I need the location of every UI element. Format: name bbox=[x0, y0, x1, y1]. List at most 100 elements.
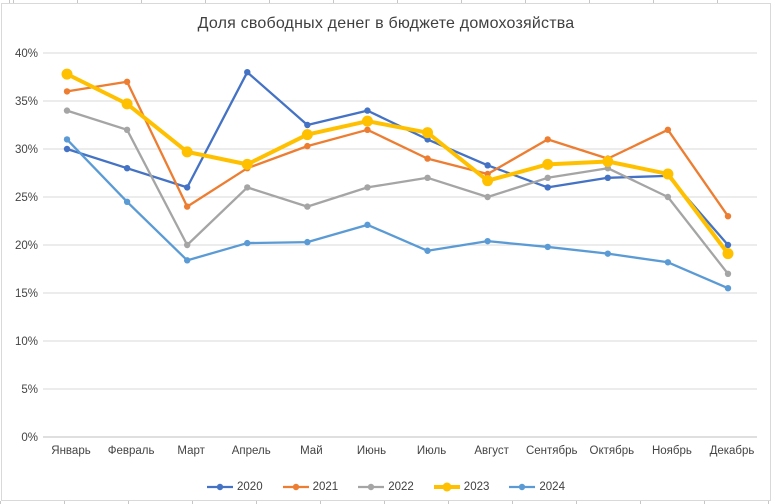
x-axis-label-Февраль: Февраль bbox=[108, 445, 155, 457]
series-2023[interactable] bbox=[61, 68, 734, 260]
x-axis-label-Май: Май bbox=[300, 445, 323, 457]
legend-label-2020: 2020 bbox=[237, 481, 263, 493]
data-point-2020-Октябрь bbox=[604, 174, 612, 181]
data-point-2024-Апрель bbox=[244, 239, 251, 247]
legend-item-2021[interactable]: 2021 bbox=[282, 481, 339, 493]
data-point-2022-Июнь bbox=[364, 184, 371, 191]
data-point-2020-Сентябрь bbox=[544, 184, 551, 191]
data-point-2021-Июнь bbox=[364, 126, 371, 133]
y-axis-label-35%: 35% bbox=[15, 96, 38, 108]
legend-marker-2021 bbox=[282, 483, 309, 491]
data-point-2021-Март bbox=[183, 203, 191, 210]
chart-area[interactable]: Доля свободных денег в бюджете домохозяй… bbox=[1, 3, 771, 501]
data-point-2020-Январь bbox=[63, 145, 71, 153]
data-point-2024-Сентябрь bbox=[544, 243, 551, 251]
data-point-2020-Февраль bbox=[123, 165, 131, 172]
y-axis-label-0%: 0% bbox=[21, 432, 38, 444]
data-point-2020-Апрель bbox=[244, 69, 251, 76]
data-point-2022-Июль bbox=[424, 174, 431, 181]
data-point-2022-Январь bbox=[63, 107, 71, 114]
data-point-2023-Июнь bbox=[361, 115, 373, 127]
data-point-2023-Январь bbox=[61, 68, 73, 80]
data-point-2024-Ноябрь bbox=[664, 259, 672, 266]
series-line-2020 bbox=[65, 71, 730, 247]
legend-item-2024[interactable]: 2024 bbox=[509, 481, 565, 493]
y-axis-label-25%: 25% bbox=[15, 192, 38, 204]
data-point-2021-Январь bbox=[63, 88, 71, 95]
data-point-2024-Февраль bbox=[123, 198, 131, 205]
y-axis-label-40%: 40% bbox=[15, 48, 38, 60]
data-point-2021-Май bbox=[304, 142, 311, 150]
data-point-2020-Июнь bbox=[364, 107, 371, 114]
data-point-2023-Июль bbox=[422, 127, 434, 139]
legend-marker-2020 bbox=[207, 483, 234, 491]
data-point-2022-Март bbox=[183, 241, 191, 249]
worksheet-gridline-strip-top bbox=[0, 0, 772, 3]
data-point-2024-Март bbox=[183, 257, 191, 264]
chart-title: Доля свободных денег в бюджете домохозяй… bbox=[197, 15, 575, 32]
series-line-2022 bbox=[65, 109, 730, 275]
legend-item-2022[interactable]: 2022 bbox=[358, 481, 414, 493]
y-axis-label-10%: 10% bbox=[15, 336, 38, 348]
x-axis-label-Август: Август bbox=[474, 445, 509, 457]
data-point-2022-Ноябрь bbox=[664, 193, 672, 201]
legend-label-2024: 2024 bbox=[539, 481, 565, 493]
data-point-2021-Февраль bbox=[123, 78, 131, 86]
data-point-2023-Октябрь bbox=[602, 155, 614, 167]
data-point-2023-Февраль bbox=[121, 98, 133, 110]
data-point-2022-Сентябрь bbox=[544, 174, 551, 181]
data-point-2023-Август bbox=[482, 175, 494, 187]
data-point-2024-Май bbox=[304, 238, 311, 246]
x-axis-label-Январь: Январь bbox=[51, 445, 90, 457]
x-axis-label-Ноябрь: Ноябрь bbox=[652, 445, 692, 457]
data-point-2022-Апрель bbox=[244, 184, 251, 191]
legend-marker-2024 bbox=[509, 483, 536, 491]
data-point-2020-Август bbox=[484, 162, 491, 169]
worksheet-gridline-strip-bottom bbox=[0, 501, 772, 504]
x-axis-label-Сентябрь: Сентябрь bbox=[526, 445, 578, 457]
data-point-2024-Октябрь bbox=[604, 250, 612, 257]
y-axis-label-5%: 5% bbox=[21, 384, 38, 396]
data-point-2021-Июль bbox=[424, 155, 431, 162]
x-axis-label-Июнь: Июнь bbox=[357, 445, 386, 457]
data-point-2020-Декабрь bbox=[724, 241, 732, 249]
data-point-2020-Март bbox=[183, 184, 191, 191]
legend-item-2020[interactable]: 2020 bbox=[207, 481, 263, 493]
data-point-2022-Май bbox=[304, 203, 311, 210]
legend-label-2022: 2022 bbox=[388, 481, 414, 493]
data-point-2022-Август bbox=[484, 193, 491, 201]
y-axis-label-20%: 20% bbox=[15, 240, 38, 252]
x-axis-label-Июль: Июль bbox=[417, 445, 446, 457]
series-line-2024 bbox=[65, 138, 730, 290]
legend-label-2021: 2021 bbox=[312, 481, 339, 493]
data-point-2024-Июнь bbox=[364, 221, 371, 229]
data-point-2024-Июль bbox=[424, 247, 431, 254]
data-point-2023-Ноябрь bbox=[662, 168, 674, 180]
data-point-2022-Февраль bbox=[123, 126, 131, 133]
x-axis-label-Апрель: Апрель bbox=[232, 445, 271, 457]
series-line-2021 bbox=[65, 80, 730, 218]
legend-marker-2022 bbox=[358, 483, 385, 491]
data-point-2023-Март bbox=[181, 146, 193, 158]
data-point-2020-Май bbox=[304, 121, 311, 129]
legend-marker-2023 bbox=[433, 482, 460, 492]
data-point-2023-Сентябрь bbox=[542, 158, 554, 170]
series-2024[interactable] bbox=[63, 136, 732, 292]
data-point-2021-Сентябрь bbox=[544, 136, 551, 143]
series-line-2023 bbox=[65, 72, 730, 256]
data-point-2023-Декабрь bbox=[722, 248, 734, 260]
legend-item-2023[interactable]: 2023 bbox=[433, 481, 489, 493]
y-axis-label-15%: 15% bbox=[15, 288, 38, 300]
data-point-2023-Май bbox=[301, 129, 313, 141]
data-point-2021-Декабрь bbox=[724, 213, 732, 220]
x-axis-label-Декабрь: Декабрь bbox=[710, 445, 755, 457]
data-point-2024-Август bbox=[484, 237, 491, 245]
y-axis-label-30%: 30% bbox=[15, 144, 38, 156]
data-point-2021-Ноябрь bbox=[664, 126, 672, 133]
data-point-2024-Январь bbox=[63, 136, 71, 143]
chart-legend: 2020 2021 2022 2023 2024 bbox=[2, 476, 770, 498]
x-axis-label-Март: Март bbox=[177, 445, 205, 457]
data-point-2024-Декабрь bbox=[724, 285, 732, 292]
data-point-2022-Декабрь bbox=[724, 270, 732, 277]
